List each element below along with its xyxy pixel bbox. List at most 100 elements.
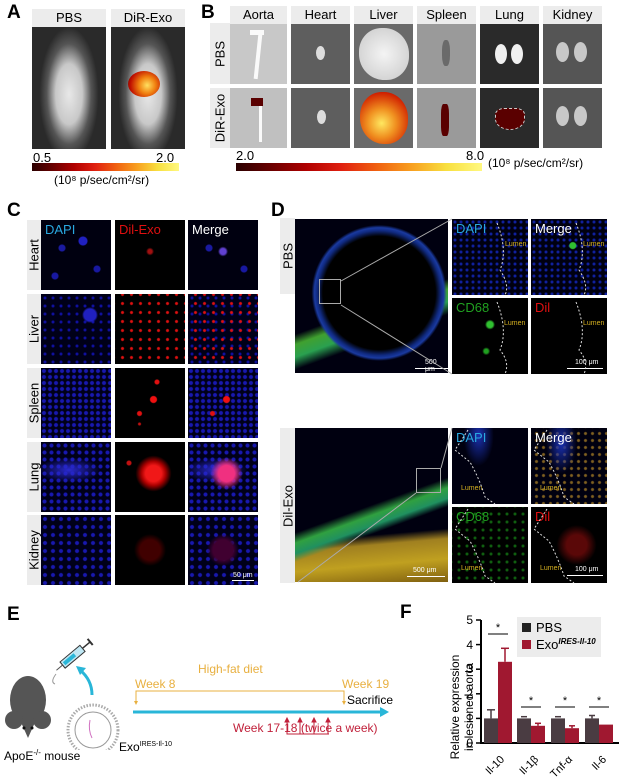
legend-swatch-exo — [522, 640, 531, 649]
organ-aorta-dir-exo — [230, 88, 287, 148]
channel-label-dil-exo: Dil-Exo — [119, 222, 161, 237]
bar-pbs-il10 — [484, 718, 498, 743]
colorbar-b-min: 2.0 — [236, 148, 255, 163]
liver-signal — [128, 71, 160, 97]
micrograph-heart-dapi: DAPI — [41, 220, 111, 290]
micrograph-lung-merge — [188, 442, 258, 512]
experimental-schematic — [5, 638, 389, 750]
colorbar-a-min: 0.5 — [33, 150, 52, 165]
organ-lung-dir-exo — [480, 88, 539, 148]
scale-bar-d-pbs-large — [415, 368, 448, 369]
svg-text:Il-1β: Il-1β — [517, 754, 541, 778]
svg-text:Tnf-α: Tnf-α — [548, 753, 575, 780]
organ-spleen-pbs — [417, 24, 476, 84]
micrograph-kidney-merge: 50 μm — [188, 515, 258, 585]
organ-heart-dir-exo — [291, 88, 350, 148]
bar-exo-il1b — [531, 725, 545, 743]
zoom-box-pbs — [319, 279, 341, 304]
micrograph-kidney-dapi — [41, 515, 111, 585]
exosome-icon — [66, 703, 120, 750]
panel-c-row-lung: Lung — [27, 442, 42, 512]
channel-label-dapi: DAPI — [45, 222, 76, 237]
micrograph-spleen-merge — [188, 368, 258, 438]
scale-bar-c — [232, 580, 254, 581]
legend-swatch-pbs — [522, 623, 531, 632]
panel-a-col-pbs: PBS — [32, 9, 106, 27]
bar-pbs-tnfa — [551, 718, 565, 743]
organ-heart-pbs — [291, 24, 350, 84]
micrograph-lung-dil — [115, 442, 185, 512]
diet-label: High-fat diet — [198, 662, 263, 676]
colorbar-b-max: 8.0 — [466, 148, 485, 163]
panel-d-label: D — [271, 200, 285, 221]
organ-kidney-pbs — [543, 24, 602, 84]
bar-pbs-il6 — [585, 718, 599, 743]
inset-cd68-pbs: CD68 Lumen — [452, 298, 528, 374]
bar-exo-il10 — [498, 661, 512, 743]
aorta-section-dil-exo: 500 μm — [295, 428, 448, 582]
panel-b-col-liver: Liver — [354, 6, 413, 24]
aorta-section-pbs: 500 μm — [295, 219, 448, 373]
organ-spleen-dir-exo — [417, 88, 476, 148]
micrograph-liver-dapi — [41, 294, 111, 364]
organ-lung-pbs — [480, 24, 539, 84]
bar-exo-il6 — [599, 724, 613, 743]
timeline-arrow-icon — [380, 707, 389, 717]
bar-pbs-il1b — [517, 718, 531, 743]
svg-text:2: 2 — [466, 687, 473, 701]
panel-c-row-liver: Liver — [27, 294, 42, 364]
svg-text:PBS: PBS — [536, 620, 562, 635]
colorbar-a — [32, 163, 179, 171]
colorbar-a-max: 2.0 — [156, 150, 175, 165]
panel-c-row-heart: Heart — [27, 220, 42, 290]
panel-b-col-kidney: Kidney — [543, 6, 602, 24]
sacrifice-label: Sacrifice — [347, 693, 394, 707]
inset-cd68-dil-exo: CD68 Lumen — [452, 507, 528, 583]
injection-label: Week 17-18 (twice a week) — [233, 721, 378, 735]
inset-merge-pbs: Merge Lumen — [531, 219, 607, 295]
panel-b-row-pbs: PBS — [210, 23, 230, 84]
mouse-image-dir-exo — [111, 27, 185, 149]
panel-b-col-heart: Heart — [291, 6, 350, 24]
panel-d-row-pbs: PBS — [280, 218, 295, 294]
svg-text:Il-10: Il-10 — [483, 754, 507, 778]
panel-b-col-aorta: Aorta — [230, 6, 287, 24]
inset-dapi-pbs: DAPI Lumen — [452, 219, 528, 295]
scale-bar-d-pbs-large-label: 500 μm — [425, 359, 437, 373]
panel-c-row-kidney: Kidney — [27, 515, 42, 585]
week-end-label: Week 19 — [342, 677, 390, 691]
panel-c-row-spleen: Spleen — [27, 368, 42, 438]
organ-kidney-dir-exo — [543, 88, 602, 148]
panel-b-row-dir-exo: DiR-Exo — [210, 88, 230, 148]
inset-merge-dil-exo: Merge Lumen — [531, 428, 607, 504]
panel-d-row-dil-exo: Dil-Exo — [280, 428, 295, 583]
svg-text:0: 0 — [466, 736, 473, 750]
panel-b-label: B — [201, 2, 215, 23]
svg-text:*: * — [563, 695, 568, 707]
svg-text:4: 4 — [466, 638, 473, 652]
micrograph-kidney-dil — [115, 515, 185, 585]
scale-bar-d-exo-small — [567, 575, 603, 576]
zoom-box-dil-exo — [416, 468, 441, 493]
micrograph-spleen-dapi — [41, 368, 111, 438]
panel-e-label: E — [7, 604, 20, 625]
panel-a-col-dir-exo: DiR-Exo — [111, 9, 185, 27]
panel-b-col-lung: Lung — [480, 6, 539, 24]
mouse-label: ApoE-/- mouse — [4, 748, 81, 763]
injection-arrows-icon — [284, 716, 331, 735]
organ-aorta-pbs — [230, 24, 287, 84]
colorbar-a-unit: (10⁸ p/sec/cm²/sr) — [54, 173, 150, 187]
mouse-image-pbs — [32, 27, 106, 149]
panel-b-col-spleen: Spleen — [417, 6, 476, 24]
svg-text:Il-6: Il-6 — [590, 754, 609, 773]
inset-dapi-dil-exo: DAPI Lumen — [452, 428, 528, 504]
svg-text:3: 3 — [466, 662, 473, 676]
syringe-icon — [56, 638, 94, 671]
micrograph-heart-merge: Merge — [188, 220, 258, 290]
inset-dil-pbs: Dil Lumen 100 μm — [531, 298, 607, 374]
panel-a-label: A — [7, 2, 21, 23]
svg-text:1: 1 — [466, 711, 473, 725]
svg-text:5: 5 — [466, 613, 473, 627]
inset-dil-dil-exo: Dil Lumen 100 μm — [531, 507, 607, 583]
arrow-icon — [79, 668, 94, 696]
